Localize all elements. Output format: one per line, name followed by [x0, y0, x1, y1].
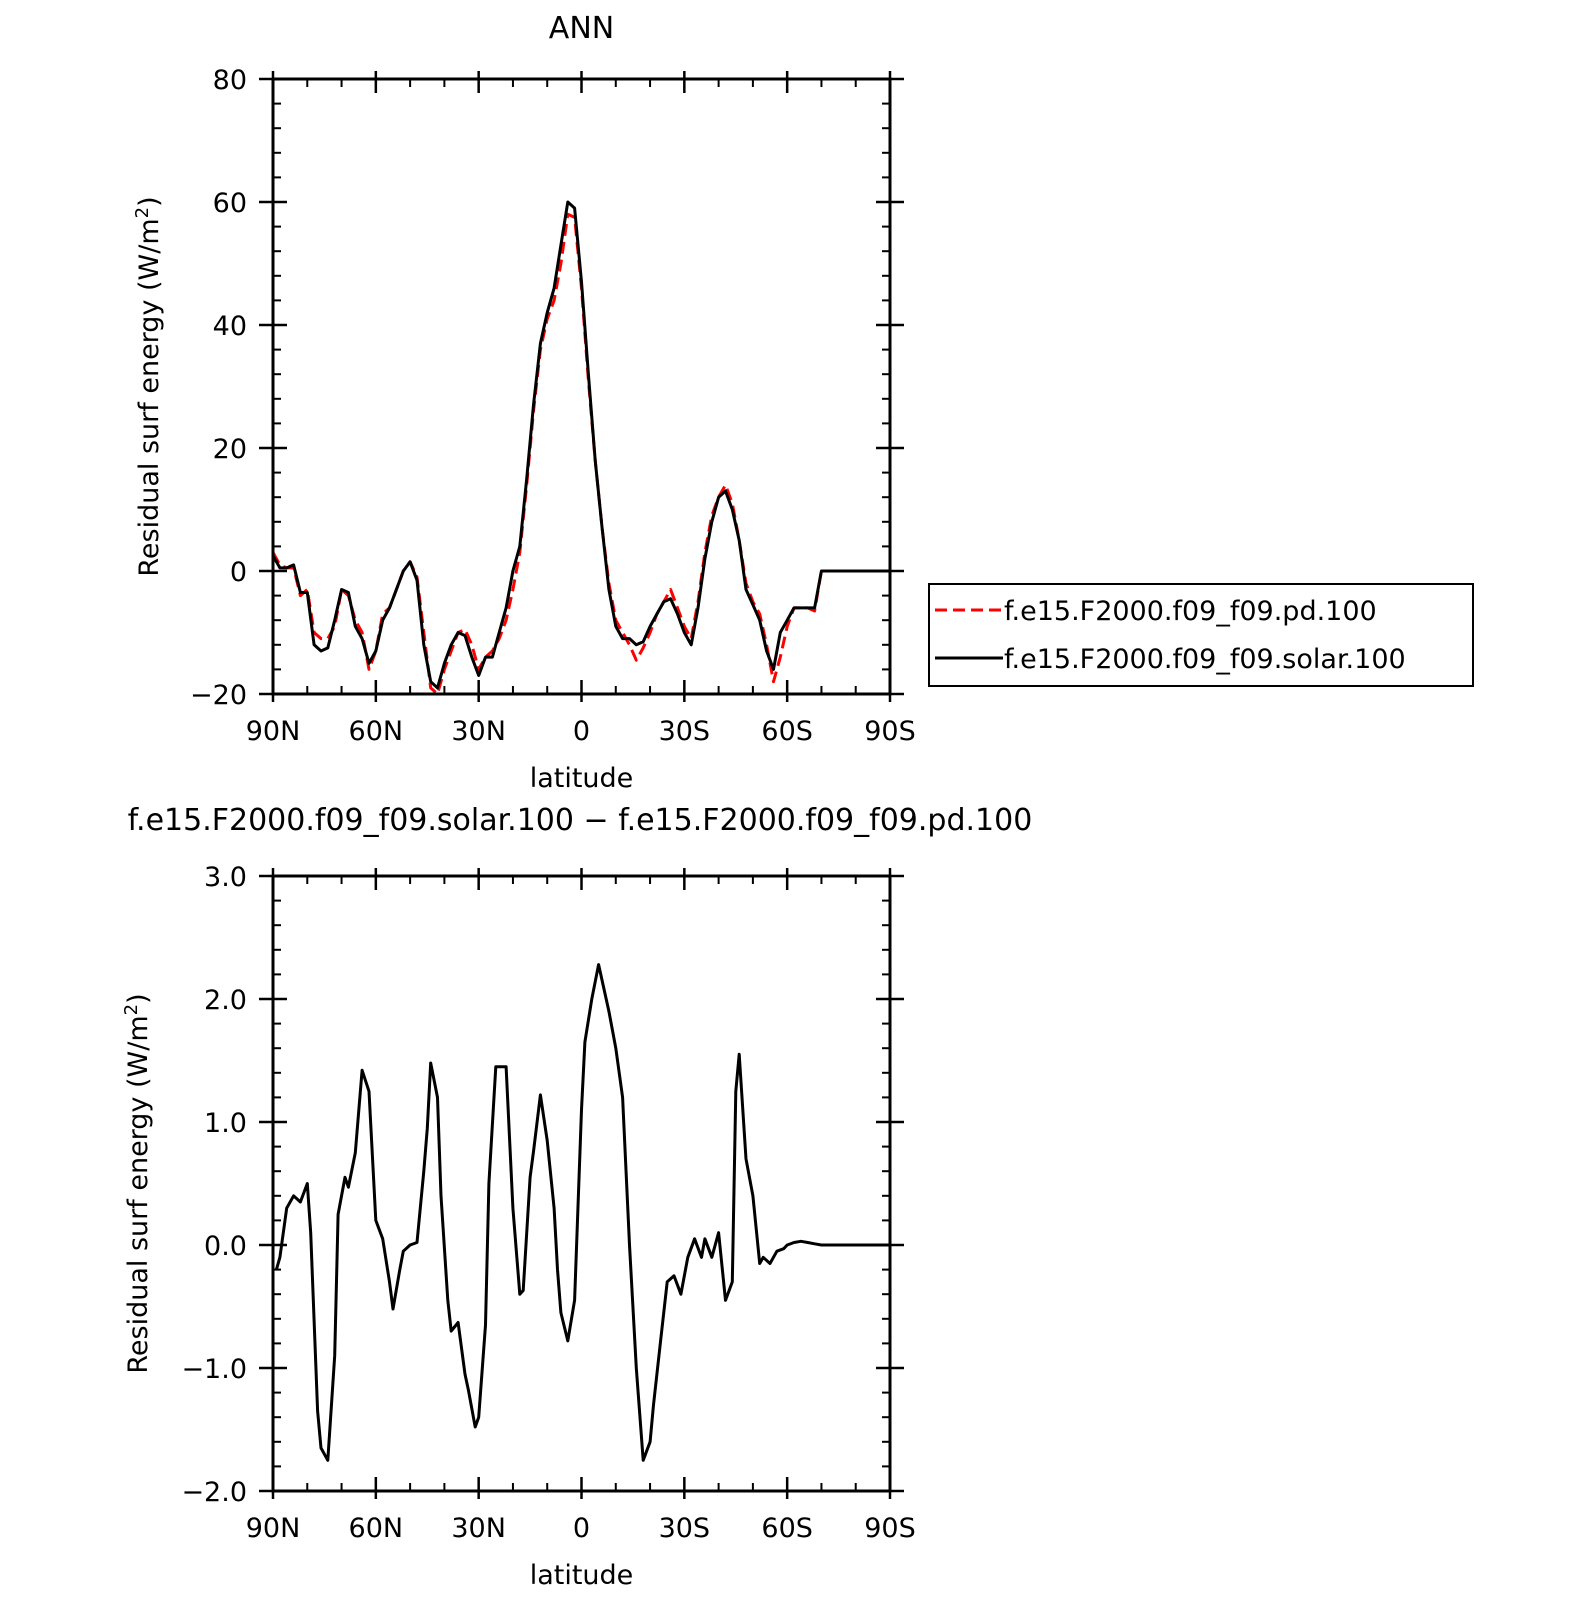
y-tick-label: 0 — [230, 557, 247, 588]
y-tick-label: 3.0 — [204, 862, 247, 893]
bottom-chart-y-axis-label: Residual surf energy (W/m2) — [121, 993, 154, 1373]
top-chart-y-axis-label-main: Residual surf energy (W/m — [134, 218, 165, 576]
bottom-chart-title: f.e15.F2000.f09_f09.solar.100 − f.e15.F2… — [128, 803, 1033, 838]
x-tick-label: 30N — [451, 716, 506, 747]
x-tick-label: 60S — [761, 716, 813, 747]
bottom-chart-y-axis-label-main: Residual surf energy (W/m — [123, 1015, 154, 1373]
y-tick-label: 20 — [213, 434, 247, 465]
x-tick-label: 90S — [864, 716, 916, 747]
legend-label-solar: f.e15.F2000.f09_f09.solar.100 — [1004, 644, 1406, 675]
top-chart-series — [271, 200, 890, 696]
x-tick-label: 30S — [659, 716, 711, 747]
bottom-chart: f.e15.F2000.f09_f09.solar.100 − f.e15.F2… — [121, 803, 1032, 1591]
top-chart-y-axis-label-close: ) — [134, 196, 165, 207]
y-tick-label: 0.0 — [204, 1231, 247, 1262]
top-chart-y-axis-label-sup: 2 — [132, 207, 153, 218]
bottom-chart-x-axis-label: latitude — [530, 1560, 634, 1591]
x-tick-label: 90N — [246, 1513, 301, 1544]
bottom-chart-frame — [271, 874, 892, 1493]
x-tick-label: 60S — [761, 1513, 813, 1544]
legend-label-pd: f.e15.F2000.f09_f09.pd.100 — [1004, 596, 1377, 627]
x-tick-label: 90S — [864, 1513, 916, 1544]
y-tick-label: −1.0 — [181, 1354, 247, 1385]
y-tick-label: 80 — [213, 65, 247, 96]
top-chart-title: ANN — [549, 11, 614, 46]
y-tick-label: 40 — [213, 311, 247, 342]
top-chart-y-axis-label: Residual surf energy (W/m2) — [132, 196, 165, 576]
series-line-solar — [271, 200, 890, 690]
top-chart-legend: f.e15.F2000.f09_f09.pd.100 f.e15.F2000.f… — [928, 583, 1474, 687]
legend-box — [928, 583, 1474, 687]
x-tick-label: 90N — [246, 716, 301, 747]
y-tick-label: −2.0 — [181, 1477, 247, 1508]
top-chart-ticks: 90N 60N 30N 0 30S 60S 90S −20 0 20 40 60 80 — [190, 65, 916, 747]
y-tick-label: 2.0 — [204, 985, 247, 1016]
bottom-chart-series — [274, 963, 890, 1462]
bottom-chart-y-axis-label-close: ) — [123, 993, 154, 1004]
top-chart: ANN 90N 60N 30N 0 30S 60S 90S −20 0 20 40 60 80 lati… — [132, 11, 1474, 794]
top-chart-frame — [271, 77, 892, 696]
bottom-chart-ticks: 90N 60N 30N 0 30S 60S 90S −2.0 −1.0 0.0 1.0 2.0 3.0 — [181, 862, 915, 1544]
top-chart-x-axis-label: latitude — [530, 763, 634, 794]
y-tick-label: −20 — [190, 680, 247, 711]
x-tick-label: 0 — [573, 716, 590, 747]
y-tick-label: 60 — [213, 188, 247, 219]
x-tick-label: 60N — [349, 716, 404, 747]
x-tick-label: 0 — [573, 1513, 590, 1544]
x-tick-label: 30S — [659, 1513, 711, 1544]
y-tick-label: 1.0 — [204, 1108, 247, 1139]
bottom-chart-y-axis-label-sup: 2 — [121, 1004, 142, 1015]
series-line-difference — [274, 963, 890, 1462]
x-tick-label: 30N — [451, 1513, 506, 1544]
x-tick-label: 60N — [349, 1513, 404, 1544]
